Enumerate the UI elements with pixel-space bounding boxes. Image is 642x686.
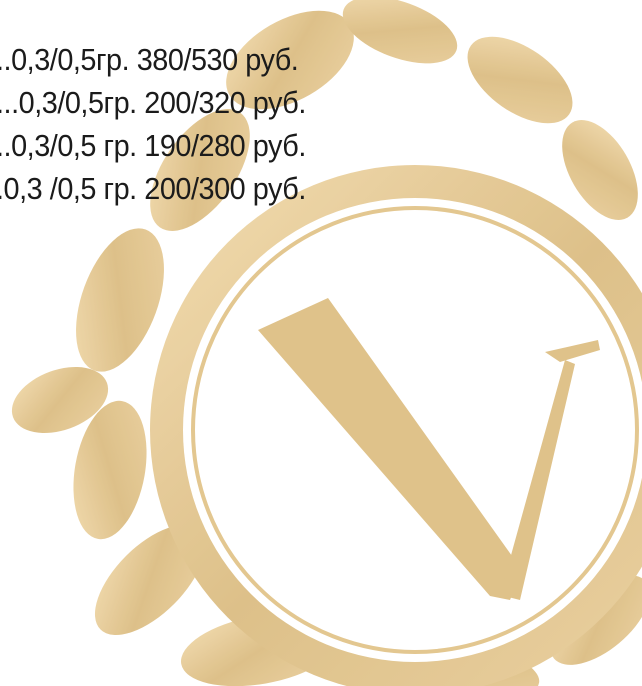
menu-list: ..0,3/0,5гр. 380/530 руб. ...0,3/0,5гр. … xyxy=(0,38,329,210)
menu-item: ...0,3/0,5гр. 200/320 руб. xyxy=(0,81,306,124)
menu-item: ..0,3/0,5 гр. 190/280 руб. xyxy=(0,124,306,167)
page: {"menu": {"items": [ "..0,3/0,5гр. 380/5… xyxy=(0,0,642,686)
menu-item: .0,3 /0,5 гр. 200/300 руб. xyxy=(0,167,306,210)
menu-item: ..0,3/0,5гр. 380/530 руб. xyxy=(0,38,306,81)
